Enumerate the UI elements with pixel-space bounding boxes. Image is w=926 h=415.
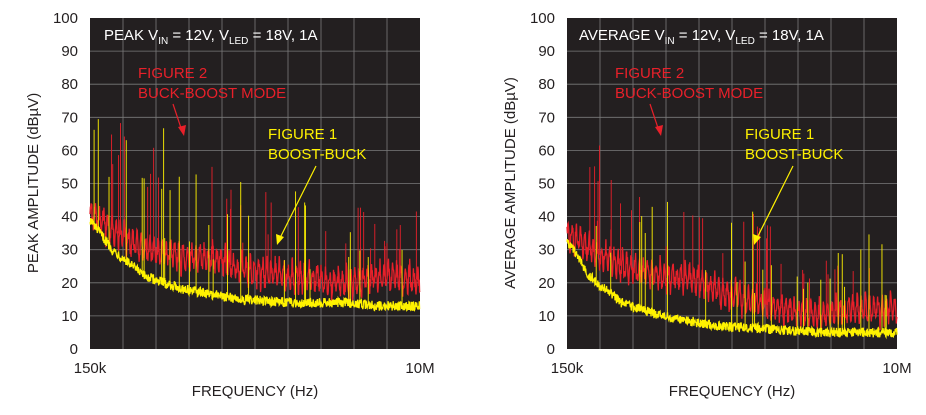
- average-y-tick-label: 40: [538, 209, 555, 226]
- average-y-tick-label: 90: [538, 43, 555, 60]
- average-y-tick-label: 30: [538, 242, 555, 259]
- peak-x-tick-end: 10M: [405, 360, 434, 377]
- average-y-tick-label: 50: [538, 176, 555, 193]
- peak-chart: 0 10 20 30 40 50 60 70 80 90 100 150k 10M FREQUENC…: [25, 10, 435, 400]
- average-y-tick-label: 10: [538, 308, 555, 325]
- average-y-tick-label: 60: [538, 142, 555, 159]
- average-x-axis-label: FREQUENCY (Hz): [669, 383, 795, 400]
- peak-y-tick-label: 40: [61, 209, 78, 226]
- peak-y-tick-label: 50: [61, 176, 78, 193]
- average-y-tick-label: 20: [538, 275, 555, 292]
- average-fig2-label-line2: BUCK-BOOST MODE: [615, 85, 763, 102]
- peak-y-tick-label: 30: [61, 242, 78, 259]
- peak-fig1-label-line2: BOOST-BUCK: [268, 146, 366, 163]
- average-x-tick-end: 10M: [882, 360, 911, 377]
- peak-fig1-arrow: [279, 165, 317, 239]
- peak-fig2-arrowhead: [178, 125, 186, 136]
- average-fig1-arrow: [756, 165, 794, 239]
- average-fig1-label-line2: BOOST-BUCK: [745, 146, 843, 163]
- average-y-tick-label: 100: [530, 10, 555, 27]
- average-fig1-label-line1: FIGURE 1: [745, 126, 814, 143]
- average-fig2-arrowhead: [655, 125, 663, 136]
- average-y-tick-label: 0: [547, 341, 555, 358]
- peak-y-tick-label: 0: [70, 341, 78, 358]
- average-y-tick-label: 80: [538, 76, 555, 93]
- average-fig2-label-line1: FIGURE 2: [615, 65, 684, 82]
- average-chart-title: AVERAGE VIN = 12V, VLED = 18V, 1A: [579, 27, 824, 47]
- peak-fig2-label-line2: BUCK-BOOST MODE: [138, 85, 286, 102]
- average-y-ticks: 0 10 20 30 40 50 60 70 80 90 100: [530, 10, 555, 358]
- peak-y-tick-label: 70: [61, 109, 78, 126]
- peak-x-axis-label: FREQUENCY (Hz): [192, 383, 318, 400]
- peak-y-tick-label: 100: [53, 10, 78, 27]
- peak-y-tick-label: 80: [61, 76, 78, 93]
- peak-x-tick-start: 150k: [74, 360, 107, 377]
- average-series-fig1: [566, 239, 898, 340]
- peak-fig1-arrowhead: [276, 234, 284, 245]
- peak-series-fig1: [89, 218, 421, 313]
- peak-fig2-label-line1: FIGURE 2: [138, 65, 207, 82]
- peak-series-fig2: [89, 203, 421, 302]
- peak-y-tick-label: 10: [61, 308, 78, 325]
- peak-y-ticks: 0 10 20 30 40 50 60 70 80 90 100: [53, 10, 78, 358]
- peak-fig1-label-line1: FIGURE 1: [268, 126, 337, 143]
- peak-series: [89, 119, 421, 313]
- average-chart: 0 10 20 30 40 50 60 70 80 90 100 150k 10M FREQUENC…: [502, 10, 912, 400]
- peak-y-tick-label: 60: [61, 142, 78, 159]
- average-y-tick-label: 70: [538, 109, 555, 126]
- peak-y-tick-label: 90: [61, 43, 78, 60]
- peak-y-tick-label: 20: [61, 275, 78, 292]
- average-fig1-arrowhead: [753, 234, 761, 245]
- peak-y-axis-label: PEAK AMPLITUDE (dBµV): [25, 93, 42, 273]
- average-series: [566, 145, 898, 340]
- average-y-axis-label: AVERAGE AMPLITUDE (dBµV): [502, 77, 519, 289]
- peak-chart-title: PEAK VIN = 12V, VLED = 18V, 1A: [104, 27, 318, 47]
- average-x-tick-start: 150k: [551, 360, 584, 377]
